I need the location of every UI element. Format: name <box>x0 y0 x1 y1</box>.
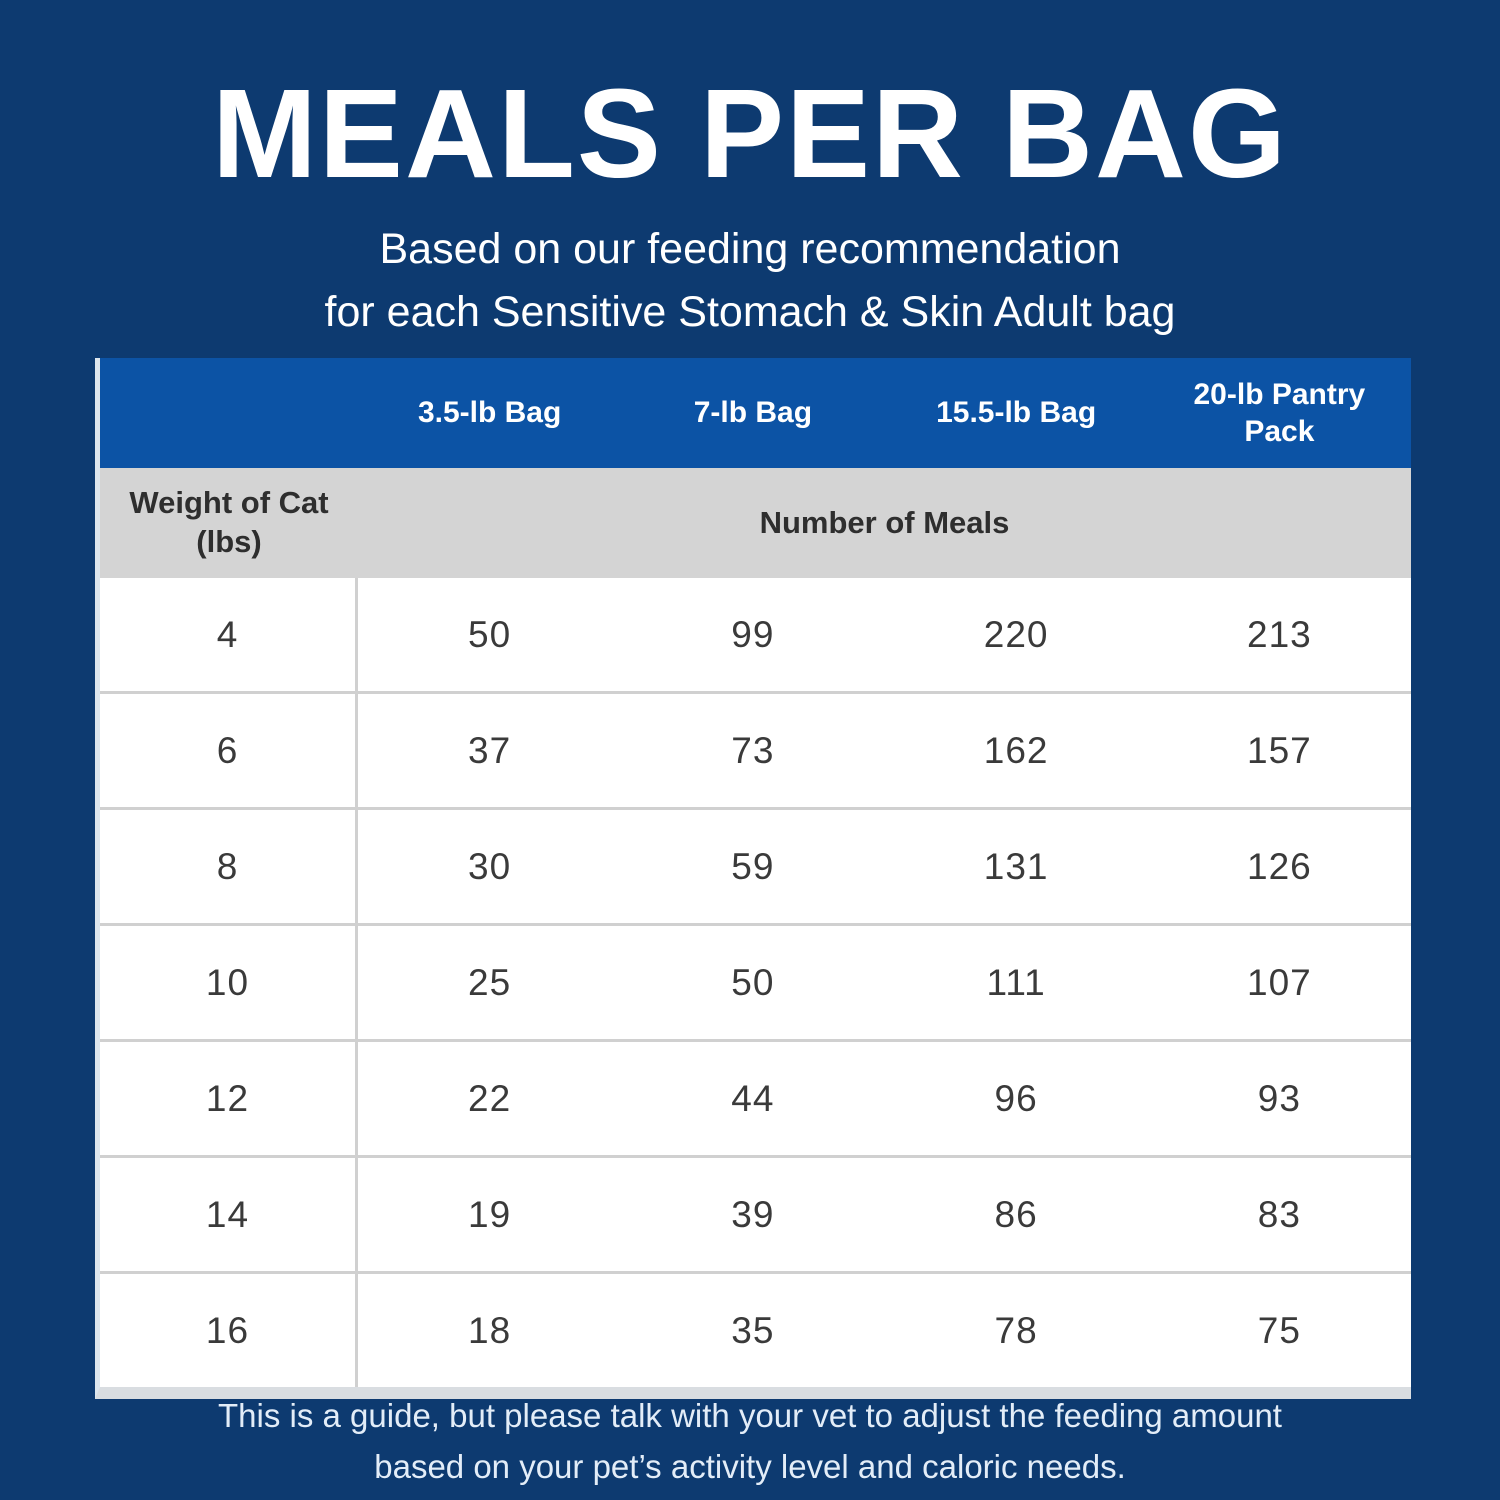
weight-value: 8 <box>100 810 358 923</box>
table-body: 4 50 99 220 213 6 37 73 162 157 8 30 59 131 126 10 25 50 1… <box>100 578 1411 1387</box>
page-subtitle: Based on our feeding recommendation for … <box>0 218 1500 343</box>
meals-value: 107 <box>1247 961 1312 1003</box>
table-row: 6 37 73 162 157 <box>100 694 1411 810</box>
weight-value: 14 <box>100 1158 358 1271</box>
column-header-3-5lb-bag: 3.5-lb Bag <box>417 396 562 430</box>
weight-value: 6 <box>100 694 358 807</box>
meals-value: 37 <box>468 729 512 771</box>
number-of-meals-header: Number of Meals <box>759 504 1010 540</box>
meals-value: 35 <box>731 1309 775 1351</box>
meals-value: 19 <box>468 1193 512 1235</box>
meals-value: 73 <box>731 729 775 771</box>
table-row: 4 50 99 220 213 <box>100 578 1411 694</box>
meals-value: 162 <box>983 729 1049 771</box>
weight-value: 4 <box>100 578 358 691</box>
meals-value: 131 <box>983 845 1049 887</box>
column-header-15-5lb-bag: 15.5-lb Bag <box>936 396 1097 430</box>
table-row: 14 19 39 86 83 <box>100 1158 1411 1274</box>
meals-value: 59 <box>731 845 775 887</box>
weight-header-line-2: (lbs) <box>196 524 262 559</box>
meals-value: 83 <box>1257 1193 1301 1235</box>
weight-header-line-1: Weight of Cat <box>129 485 329 521</box>
weight-value: 12 <box>100 1042 358 1155</box>
subtitle-line-1: Based on our feeding recommendation <box>379 225 1121 274</box>
weight-of-cat-header: Weight of Cat (lbs) <box>100 468 358 578</box>
meals-value: 86 <box>994 1193 1038 1235</box>
meals-value: 157 <box>1247 729 1312 771</box>
page-title: MEALS PER BAG <box>211 63 1289 204</box>
column-header-20lb-pantry-pack: 20-lb Pantry Pack <box>1193 377 1366 449</box>
meals-value: 111 <box>986 961 1046 1003</box>
weight-value: 10 <box>100 926 358 1039</box>
meals-value: 99 <box>731 613 775 655</box>
footer-line-2: based on your pet’s activity level and c… <box>374 1448 1126 1486</box>
meals-value: 18 <box>468 1309 512 1351</box>
table-row: 10 25 50 111 107 <box>100 926 1411 1042</box>
meals-value: 44 <box>731 1077 775 1119</box>
header: MEALS PER BAG Based on our feeding recom… <box>0 0 1500 343</box>
table-row: 12 22 44 96 93 <box>100 1042 1411 1158</box>
table-subheader-row: Weight of Cat (lbs) Number of Meals <box>100 468 1411 578</box>
meals-table: 3.5-lb Bag 7-lb Bag 15.5-lb Bag 20-lb Pa… <box>95 358 1411 1399</box>
meals-value: 50 <box>468 613 512 655</box>
meals-value: 75 <box>1257 1309 1301 1351</box>
subtitle-line-2: for each Sensitive Stomach & Skin Adult … <box>324 287 1176 336</box>
meals-value: 93 <box>1257 1077 1301 1119</box>
table-header-row: 3.5-lb Bag 7-lb Bag 15.5-lb Bag 20-lb Pa… <box>100 358 1411 468</box>
table-row: 16 18 35 78 75 <box>100 1274 1411 1387</box>
meals-value: 22 <box>468 1077 512 1119</box>
footer-note: This is a guide, but please talk with yo… <box>0 1390 1500 1492</box>
meals-value: 50 <box>731 961 775 1003</box>
footer-line-1: This is a guide, but please talk with yo… <box>218 1397 1282 1434</box>
meals-value: 39 <box>731 1193 775 1235</box>
table-row: 8 30 59 131 126 <box>100 810 1411 926</box>
weight-value: 16 <box>100 1274 358 1387</box>
header-cell-empty <box>100 358 358 468</box>
meals-value: 220 <box>983 613 1049 655</box>
meals-value: 30 <box>468 845 512 887</box>
column-header-7lb-bag: 7-lb Bag <box>693 396 813 430</box>
meals-value: 25 <box>468 961 512 1003</box>
meals-value: 126 <box>1247 845 1312 887</box>
meals-value: 96 <box>994 1077 1038 1119</box>
meals-value: 78 <box>994 1309 1038 1351</box>
meals-value: 213 <box>1247 613 1312 655</box>
